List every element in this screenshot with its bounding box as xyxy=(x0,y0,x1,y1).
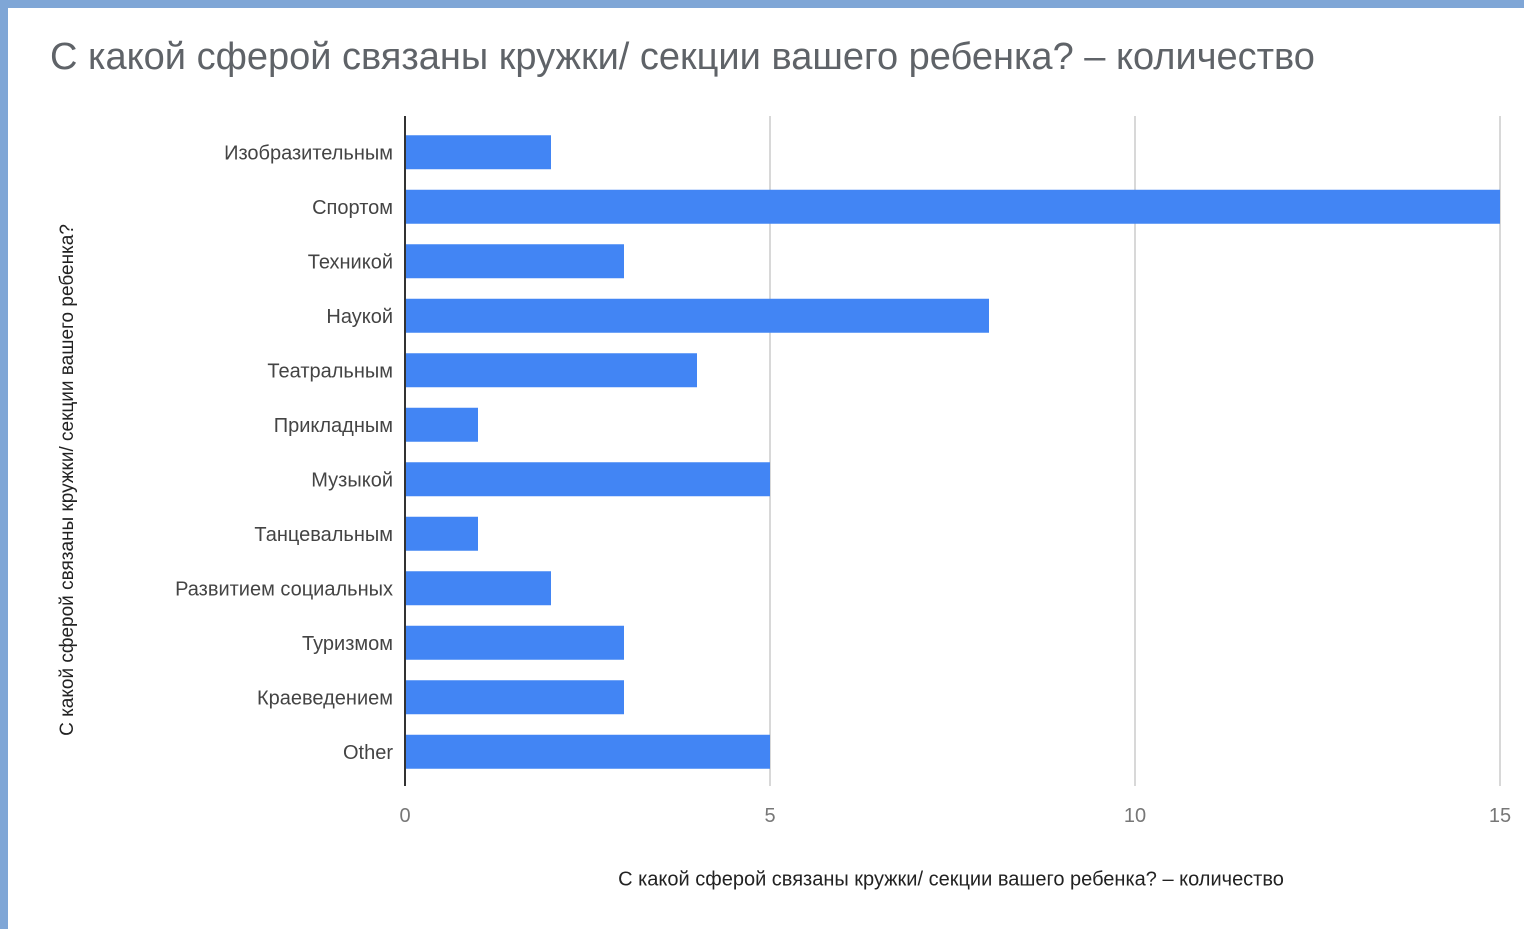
bar-6 xyxy=(405,462,770,497)
x-tick-label-0: 0 xyxy=(399,805,410,827)
category-label-9: Туризмом xyxy=(302,633,393,655)
category-label-1: Спортом xyxy=(312,197,393,219)
bar-1 xyxy=(405,189,1500,224)
chart-frame: С какой сферой связаны кружки/ секции ва… xyxy=(8,8,1524,929)
category-label-3: Наукой xyxy=(326,306,393,328)
category-label-7: Танцевальным xyxy=(254,524,393,546)
category-label-10: Краеведением xyxy=(257,687,393,709)
bar-9 xyxy=(405,625,624,660)
category-label-8: Развитием социальных xyxy=(175,578,393,600)
category-label-5: Прикладным xyxy=(274,415,393,437)
x-tick-label-5: 5 xyxy=(764,805,775,827)
x-tick-label-10: 10 xyxy=(1124,805,1146,827)
bar-7 xyxy=(405,516,478,551)
category-label-2: Техникой xyxy=(308,251,393,273)
category-label-0: Изобразительным xyxy=(224,142,393,164)
x-axis-title: С какой сферой связаны кружки/ секции ва… xyxy=(618,868,1284,891)
bar-10 xyxy=(405,680,624,715)
chart-title: С какой сферой связаны кружки/ секции ва… xyxy=(50,36,1315,78)
bar-11 xyxy=(405,734,770,769)
bar-chart-plot: Изобразительным Спортом Техникой Наукой Теат… xyxy=(175,116,1511,827)
bar-5 xyxy=(405,407,478,442)
category-label-6: Музыкой xyxy=(311,469,393,491)
bar-3 xyxy=(405,298,989,333)
bar-0 xyxy=(405,135,551,170)
category-label-11: Other xyxy=(343,742,393,764)
x-tick-label-15: 15 xyxy=(1489,805,1511,827)
bar-8 xyxy=(405,571,551,606)
category-label-4: Театральным xyxy=(267,360,393,382)
bar-4 xyxy=(405,353,697,388)
bar-2 xyxy=(405,244,624,279)
